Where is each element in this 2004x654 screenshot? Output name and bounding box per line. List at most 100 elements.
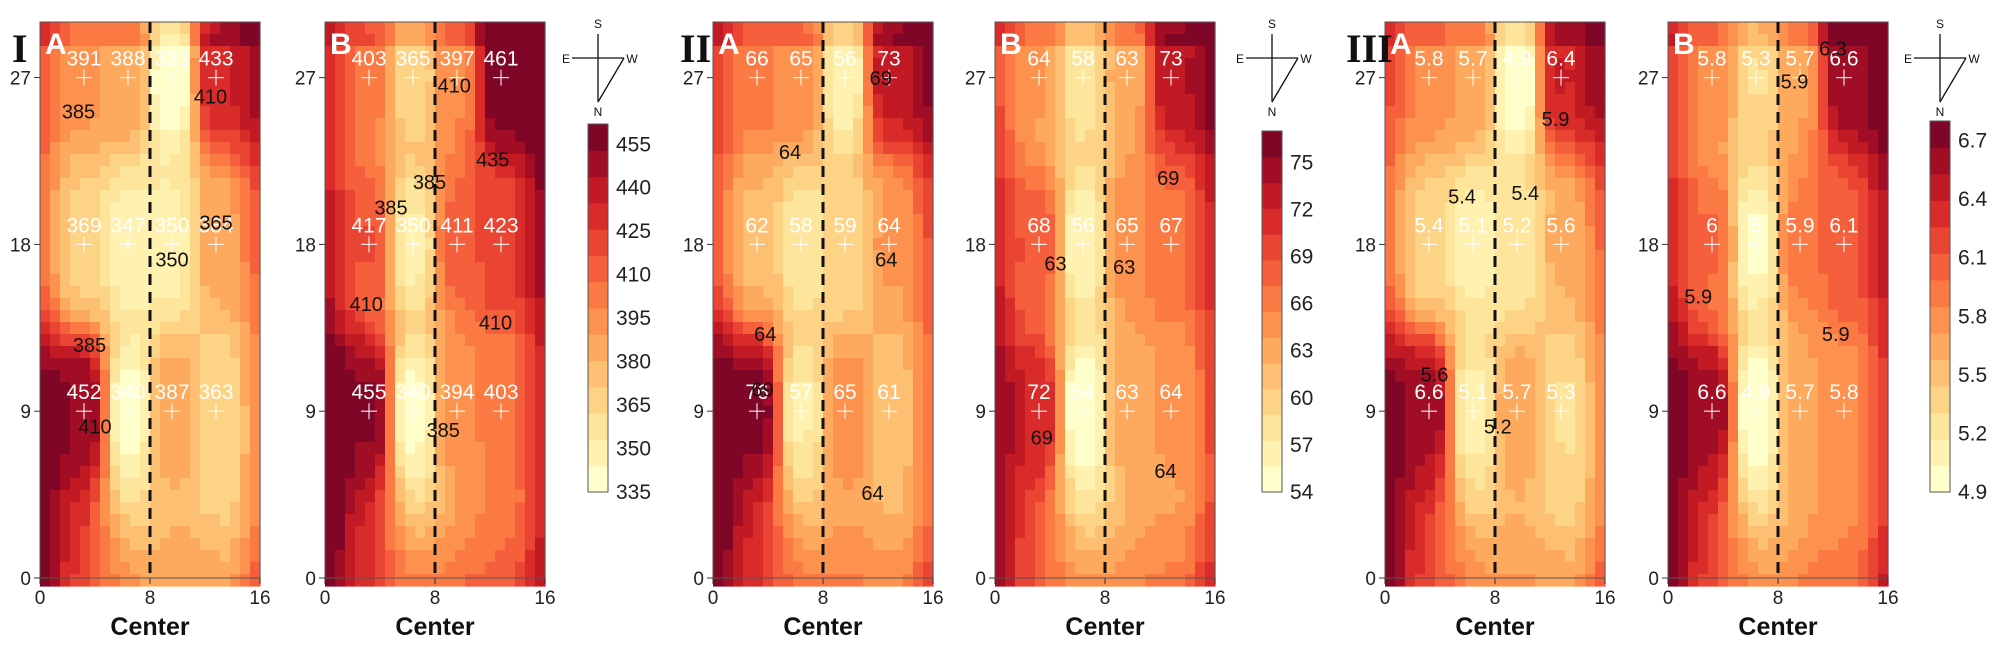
heat-cell	[1405, 82, 1416, 95]
heat-cell	[200, 406, 211, 419]
heat-cell	[190, 238, 201, 251]
heat-cell	[140, 202, 151, 215]
heat-cell	[495, 118, 506, 131]
heat-cell	[465, 430, 476, 443]
heat-cell	[325, 118, 336, 131]
heat-cell	[1505, 154, 1516, 167]
heat-cell	[355, 58, 366, 71]
heat-cell	[130, 550, 141, 563]
heat-cell	[803, 382, 814, 395]
heat-cell	[50, 562, 61, 575]
heat-cell	[1175, 346, 1186, 359]
heat-cell	[833, 334, 844, 347]
heat-cell	[873, 178, 884, 191]
heat-cell	[1015, 490, 1026, 503]
heat-cell	[1525, 202, 1536, 215]
heat-cell	[1505, 286, 1516, 299]
heat-cell	[130, 382, 141, 395]
heat-cell	[495, 166, 506, 179]
heat-cell	[1105, 118, 1116, 131]
heat-cell	[405, 430, 416, 443]
heat-cell	[190, 70, 201, 83]
heat-cell	[495, 262, 506, 275]
heat-cell	[793, 454, 804, 467]
heat-cell	[923, 238, 934, 251]
heat-cell	[120, 550, 131, 563]
x-tick-label: 0	[990, 588, 1001, 609]
heat-cell	[713, 550, 724, 563]
heat-cell	[1575, 82, 1586, 95]
heat-cell	[913, 34, 924, 47]
heat-cell	[405, 526, 416, 539]
heat-cell	[1015, 70, 1026, 83]
heat-cell	[733, 94, 744, 107]
heat-cell	[863, 394, 874, 407]
heat-cell	[335, 238, 346, 251]
heat-cell	[1165, 250, 1176, 263]
heat-cell	[1195, 358, 1206, 371]
heat-cell	[793, 202, 804, 215]
heat-cell	[1105, 466, 1116, 479]
heat-cell	[1175, 490, 1186, 503]
heat-cell	[893, 334, 904, 347]
heat-cell	[210, 370, 221, 383]
heat-cell	[455, 70, 466, 83]
heat-cell	[1115, 334, 1126, 347]
heat-cell	[833, 322, 844, 335]
heat-cell	[1055, 418, 1066, 431]
heat-cell	[1165, 514, 1176, 527]
heat-cell	[325, 94, 336, 107]
heat-cell	[385, 442, 396, 455]
heat-cell	[1435, 250, 1446, 263]
heat-cell	[435, 94, 446, 107]
heat-cell	[733, 70, 744, 83]
heat-cell	[1595, 238, 1606, 251]
contour-label: 385	[413, 172, 446, 194]
heat-cell	[1005, 178, 1016, 191]
heat-cell	[70, 286, 81, 299]
heat-cell	[1415, 346, 1426, 359]
heat-cell	[1115, 106, 1126, 119]
heat-cell	[763, 526, 774, 539]
heat-cell	[1075, 202, 1086, 215]
heat-cell	[110, 550, 121, 563]
heat-cell	[335, 154, 346, 167]
heat-cell	[1565, 322, 1576, 335]
heat-cell	[535, 118, 546, 131]
heat-cell	[803, 514, 814, 527]
heat-cell	[50, 406, 61, 419]
heat-cell	[1505, 22, 1516, 35]
heat-cell	[505, 550, 516, 563]
heat-cell	[505, 406, 516, 419]
heat-cell	[40, 298, 51, 311]
heat-cell	[995, 538, 1006, 551]
heat-cell	[385, 70, 396, 83]
heat-cell	[1025, 346, 1036, 359]
heat-cell	[405, 310, 416, 323]
heat-cell	[1525, 334, 1536, 347]
heat-cell	[803, 502, 814, 515]
heat-cell	[733, 82, 744, 95]
heat-cell	[903, 190, 914, 203]
heat-cell	[515, 406, 526, 419]
heat-cell	[160, 514, 171, 527]
heat-cell	[190, 370, 201, 383]
heat-cell	[1015, 442, 1026, 455]
heat-cell	[240, 274, 251, 287]
heat-cell	[220, 22, 231, 35]
heat-cell	[180, 310, 191, 323]
heat-cell	[435, 430, 446, 443]
heat-cell	[345, 238, 356, 251]
heat-cell	[863, 382, 874, 395]
heat-cell	[1095, 478, 1106, 491]
heat-cell	[40, 154, 51, 167]
heat-cell	[220, 442, 231, 455]
heat-cell	[1495, 214, 1506, 227]
heat-cell	[843, 274, 854, 287]
heat-cell	[355, 262, 366, 275]
heat-cell	[1075, 538, 1086, 551]
heat-cell	[425, 190, 436, 203]
heat-cell	[1085, 250, 1096, 263]
heat-cell	[1555, 46, 1566, 59]
heat-cell	[475, 46, 486, 59]
